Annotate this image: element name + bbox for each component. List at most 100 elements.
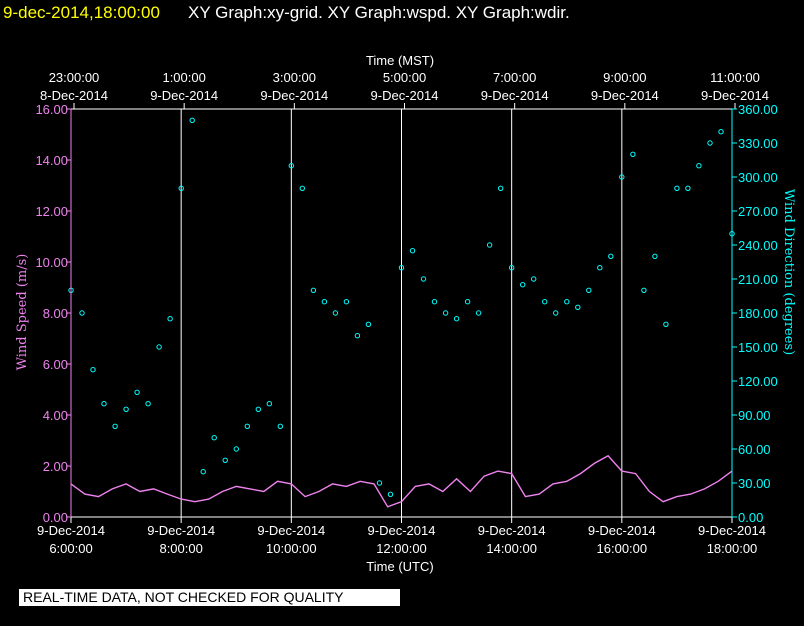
top-tick-time: 23:00:00 [49,70,100,85]
wind-direction-point [200,469,206,475]
left-tick-label: 0.00 [43,510,68,525]
left-tick-label: 14.00 [35,153,68,168]
series-wind-speed [70,454,733,508]
wind-direction-point [542,299,548,305]
wind-direction-point [486,242,493,248]
wind-direction-point [398,265,405,271]
wind-direction-point [608,253,614,259]
wind-direction-point [233,446,240,452]
wind-direction-point [575,304,581,310]
bottom-tick-date: 9-Dec-2014 [478,523,546,538]
top-tick-date: 9-Dec-2014 [260,88,328,103]
bottom-tick-date: 9-Dec-2014 [368,523,436,538]
wind-direction-point [387,491,394,497]
right-tick-label: 90.00 [738,408,771,423]
left-tick-label: 2.00 [43,459,68,474]
right-tick-label: 180.00 [738,306,778,321]
wind-direction-point [420,276,427,282]
wind-direction-point [674,185,680,192]
wind-direction-point [255,406,261,412]
top-axis-ticks: 23:00:00 8-Dec-2014 1:00:00 9-Dec-2014 3:00:… [40,70,769,109]
top-tick-date: 9-Dec-2014 [591,88,659,103]
right-axis-ticks: 0.00 30.00 60.00 90.00 120.00 150.00 180.00 210… [732,102,778,525]
series-wind-direction [68,117,735,497]
bottom-tick-date: 9-Dec-2014 [37,523,105,538]
bottom-tick-time: 16:00:00 [597,541,648,556]
wind-direction-point [464,299,471,305]
wind-direction-point [376,480,383,486]
top-tick-date: 8-Dec-2014 [40,88,108,103]
bottom-axis-ticks: 9-Dec-2014 6:00:00 9-Dec-2014 8:00:00 9-Dec-… [37,517,766,556]
left-tick-label: 16.00 [35,102,68,117]
top-tick-time: 5:00:00 [383,70,426,85]
right-tick-label: 300.00 [738,170,778,185]
wind-direction-point [475,310,482,316]
left-axis-title: Wind Speed (m/s) [15,254,30,371]
wind-direction-point [498,185,504,192]
wind-direction-point [553,310,559,316]
left-tick-label: 6.00 [43,357,68,372]
wind-direction-point [365,321,372,327]
top-tick-time: 1:00:00 [162,70,205,85]
wind-direction-point [145,401,151,407]
right-axis-title: Wind Direction (degrees) [781,189,796,355]
right-tick-label: 150.00 [738,340,778,355]
wind-direction-point [718,129,724,135]
bottom-tick-time: 12:00:00 [376,541,427,556]
top-tick-date: 9-Dec-2014 [150,88,218,103]
wind-direction-point [343,299,350,305]
top-tick-time: 7:00:00 [493,70,536,85]
top-tick-date: 9-Dec-2014 [371,88,439,103]
top-tick-time: 11:00:00 [710,70,760,85]
bottom-tick-date: 9-Dec-2014 [257,523,325,538]
bottom-tick-time: 10:00:00 [266,541,317,556]
wind-direction-point [409,248,416,254]
wind-direction-point [332,310,339,316]
top-tick-date: 9-Dec-2014 [481,88,549,103]
bottom-tick-time: 18:00:00 [707,541,758,556]
wind-direction-point [354,333,361,339]
top-tick-time: 9:00:00 [603,70,646,85]
wind-speed-line [70,454,733,508]
right-tick-label: 240.00 [738,238,778,253]
left-tick-label: 8.00 [43,306,68,321]
wind-direction-point [167,316,173,322]
wind-direction-point [641,287,647,293]
wind-direction-point [277,423,283,429]
wind-direction-point [178,185,184,192]
wind-direction-point [211,435,217,441]
right-tick-label: 210.00 [738,272,778,287]
wind-direction-point [123,406,129,412]
wind-direction-point [707,140,713,146]
left-tick-label: 12.00 [35,204,68,219]
wind-direction-point [509,265,515,271]
wind-direction-point [663,321,669,327]
right-tick-label: 30.00 [738,476,771,491]
wind-direction-point [79,310,85,316]
wind-direction-point [652,253,658,259]
wind-direction-point [244,423,251,429]
wind-direction-point [520,282,526,288]
wind-direction-point [586,287,592,293]
right-tick-label: 270.00 [738,204,778,219]
header-graph-list: XY Graph:xy-grid. XY Graph:wspd. XY Grap… [188,3,570,22]
wind-direction-point [299,185,305,192]
wind-direction-point [288,163,294,169]
bottom-tick-date: 9-Dec-2014 [147,523,215,538]
right-tick-label: 120.00 [738,374,778,389]
wind-direction-point [310,287,317,293]
bottom-tick-time: 14:00:00 [486,541,537,556]
wind-direction-point [453,316,460,322]
bottom-tick-time: 6:00:00 [49,541,92,556]
top-tick-time: 3:00:00 [273,70,316,85]
wind-direction-point [442,310,449,316]
left-tick-label: 10.00 [35,255,68,270]
wind-direction-point [564,299,570,305]
top-axis-title: Time (MST) [366,53,434,68]
top-tick-date: 9-Dec-2014 [701,88,769,103]
wind-direction-point [431,299,438,305]
left-axis-ticks: 0.00 2.00 4.00 6.00 8.00 10.00 12.00 14.00 16.00 [35,102,71,525]
bottom-tick-date: 9-Dec-2014 [588,523,656,538]
wind-direction-point [321,299,328,305]
